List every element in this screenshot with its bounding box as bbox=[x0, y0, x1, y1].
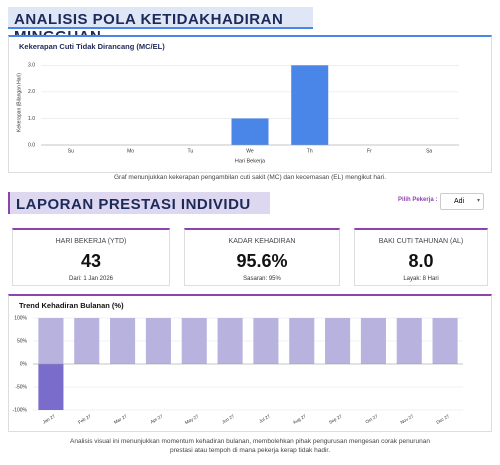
kpi-label: BAKI CUTI TAHUNAN (AL) bbox=[378, 238, 464, 245]
y-tick-label: 0.0 bbox=[28, 142, 35, 148]
kpi-sub: Layak: 8 Hari bbox=[403, 276, 439, 282]
x-tick-label: May 27 bbox=[184, 413, 200, 425]
x-tick-label: We bbox=[246, 148, 254, 154]
x-tick-label: Jul 27 bbox=[258, 413, 271, 424]
chart-title: Trend Kehadiran Bulanan (%) bbox=[19, 301, 124, 310]
chart-title: Kekerapan Cuti Tidak Dirancang (MC/EL) bbox=[19, 42, 165, 51]
x-tick-label: Fr bbox=[367, 148, 372, 154]
bar bbox=[74, 318, 100, 364]
bar bbox=[145, 318, 171, 364]
kpi-value: 95.6% bbox=[236, 251, 288, 271]
kpi-label: KADAR KEHADIRAN bbox=[228, 238, 296, 245]
kpi-card: BAKI CUTI TAHUNAN (AL) 8.0 Layak: 8 Hari bbox=[354, 228, 488, 286]
x-tick-label: Mo bbox=[127, 148, 134, 154]
kpi-card: KADAR KEHADIRAN 95.6% Sasaran: 95% bbox=[184, 228, 340, 286]
kpi-sub: Sasaran: 95% bbox=[243, 276, 281, 282]
y-axis-label: Kekerapan (Bilangan Hari) bbox=[16, 73, 22, 132]
y-tick-label: 2.0 bbox=[28, 89, 35, 95]
y-tick-label: 50% bbox=[17, 338, 28, 344]
x-tick-label: Sa bbox=[426, 148, 432, 154]
x-tick-label: Sep 27 bbox=[328, 413, 343, 425]
select-value: Adi bbox=[454, 198, 465, 205]
kpi-value: 43 bbox=[80, 251, 102, 271]
chart: Trend Kehadiran Bulanan (%) -100% -50% 0% 50… bbox=[13, 301, 463, 425]
x-axis-label: Hari Bekerja bbox=[235, 158, 266, 164]
bar bbox=[217, 318, 243, 364]
chart-card: Kekerapan Cuti Tidak Dirancang (MC/EL) Ke… bbox=[8, 35, 492, 173]
bar bbox=[181, 318, 207, 364]
x-tick-label: Su bbox=[68, 148, 74, 154]
bar bbox=[360, 318, 386, 364]
x-tick-label: Tu bbox=[187, 148, 193, 154]
y-tick-label: 3.0 bbox=[28, 63, 35, 69]
x-tick-label: Aug 27 bbox=[292, 413, 307, 425]
bar bbox=[432, 318, 458, 364]
bar bbox=[38, 364, 64, 410]
kpi-label: HARI BEKERJA (YTD) bbox=[55, 238, 127, 245]
x-tick-label: Feb 27 bbox=[77, 413, 92, 425]
x-tick-label: Nov 27 bbox=[399, 413, 414, 425]
chart-card: Trend Kehadiran Bulanan (%) -100% -50% 0% 50… bbox=[8, 294, 492, 432]
bar bbox=[231, 118, 269, 145]
kpi-value: 8.0 bbox=[408, 251, 434, 271]
caption: Analisis visual ini menunjukkan momentum… bbox=[70, 438, 430, 454]
y-tick-label: -50% bbox=[15, 384, 27, 390]
bar bbox=[38, 318, 64, 364]
picker-label: Pilih Pekerja : bbox=[398, 197, 438, 203]
x-tick-label: Dec 27 bbox=[435, 413, 450, 425]
kpi-card: HARI BEKERJA (YTD) 43 Dari: 1 Jan 2026 bbox=[12, 228, 170, 286]
bar bbox=[110, 318, 136, 364]
caption: Graf menunjukkan kekerapan pengambilan c… bbox=[113, 174, 387, 181]
y-tick-label: 0% bbox=[20, 361, 28, 367]
bar bbox=[325, 318, 351, 364]
dropdown-arrow: ▾ bbox=[476, 198, 480, 204]
bar bbox=[289, 318, 315, 364]
kpi-sub: Dari: 1 Jan 2026 bbox=[68, 276, 114, 282]
section-title: ANALISIS POLA KETIDAKHADIRAN MINGGUAN bbox=[8, 7, 313, 45]
y-tick-label: 100% bbox=[14, 315, 27, 321]
y-tick-label: -100% bbox=[13, 407, 28, 413]
section-title: LAPORAN PRESTASI INDIVIDU bbox=[8, 192, 270, 214]
x-tick-label: Th bbox=[307, 148, 313, 154]
x-tick-label: Apr 27 bbox=[150, 413, 164, 424]
x-tick-label: Jan 27 bbox=[42, 413, 57, 424]
chart: Kekerapan Cuti Tidak Dirancang (MC/EL) Ke… bbox=[16, 42, 459, 164]
bar bbox=[396, 318, 422, 364]
bar bbox=[253, 318, 279, 364]
y-tick-label: 1.0 bbox=[28, 116, 35, 122]
bar bbox=[291, 65, 329, 145]
x-tick-label: Mar 27 bbox=[113, 413, 128, 425]
employee-select[interactable]: Adi ▾ bbox=[440, 193, 484, 210]
x-tick-label: Oct 27 bbox=[365, 413, 379, 424]
x-tick-label: Jun 27 bbox=[221, 413, 236, 424]
